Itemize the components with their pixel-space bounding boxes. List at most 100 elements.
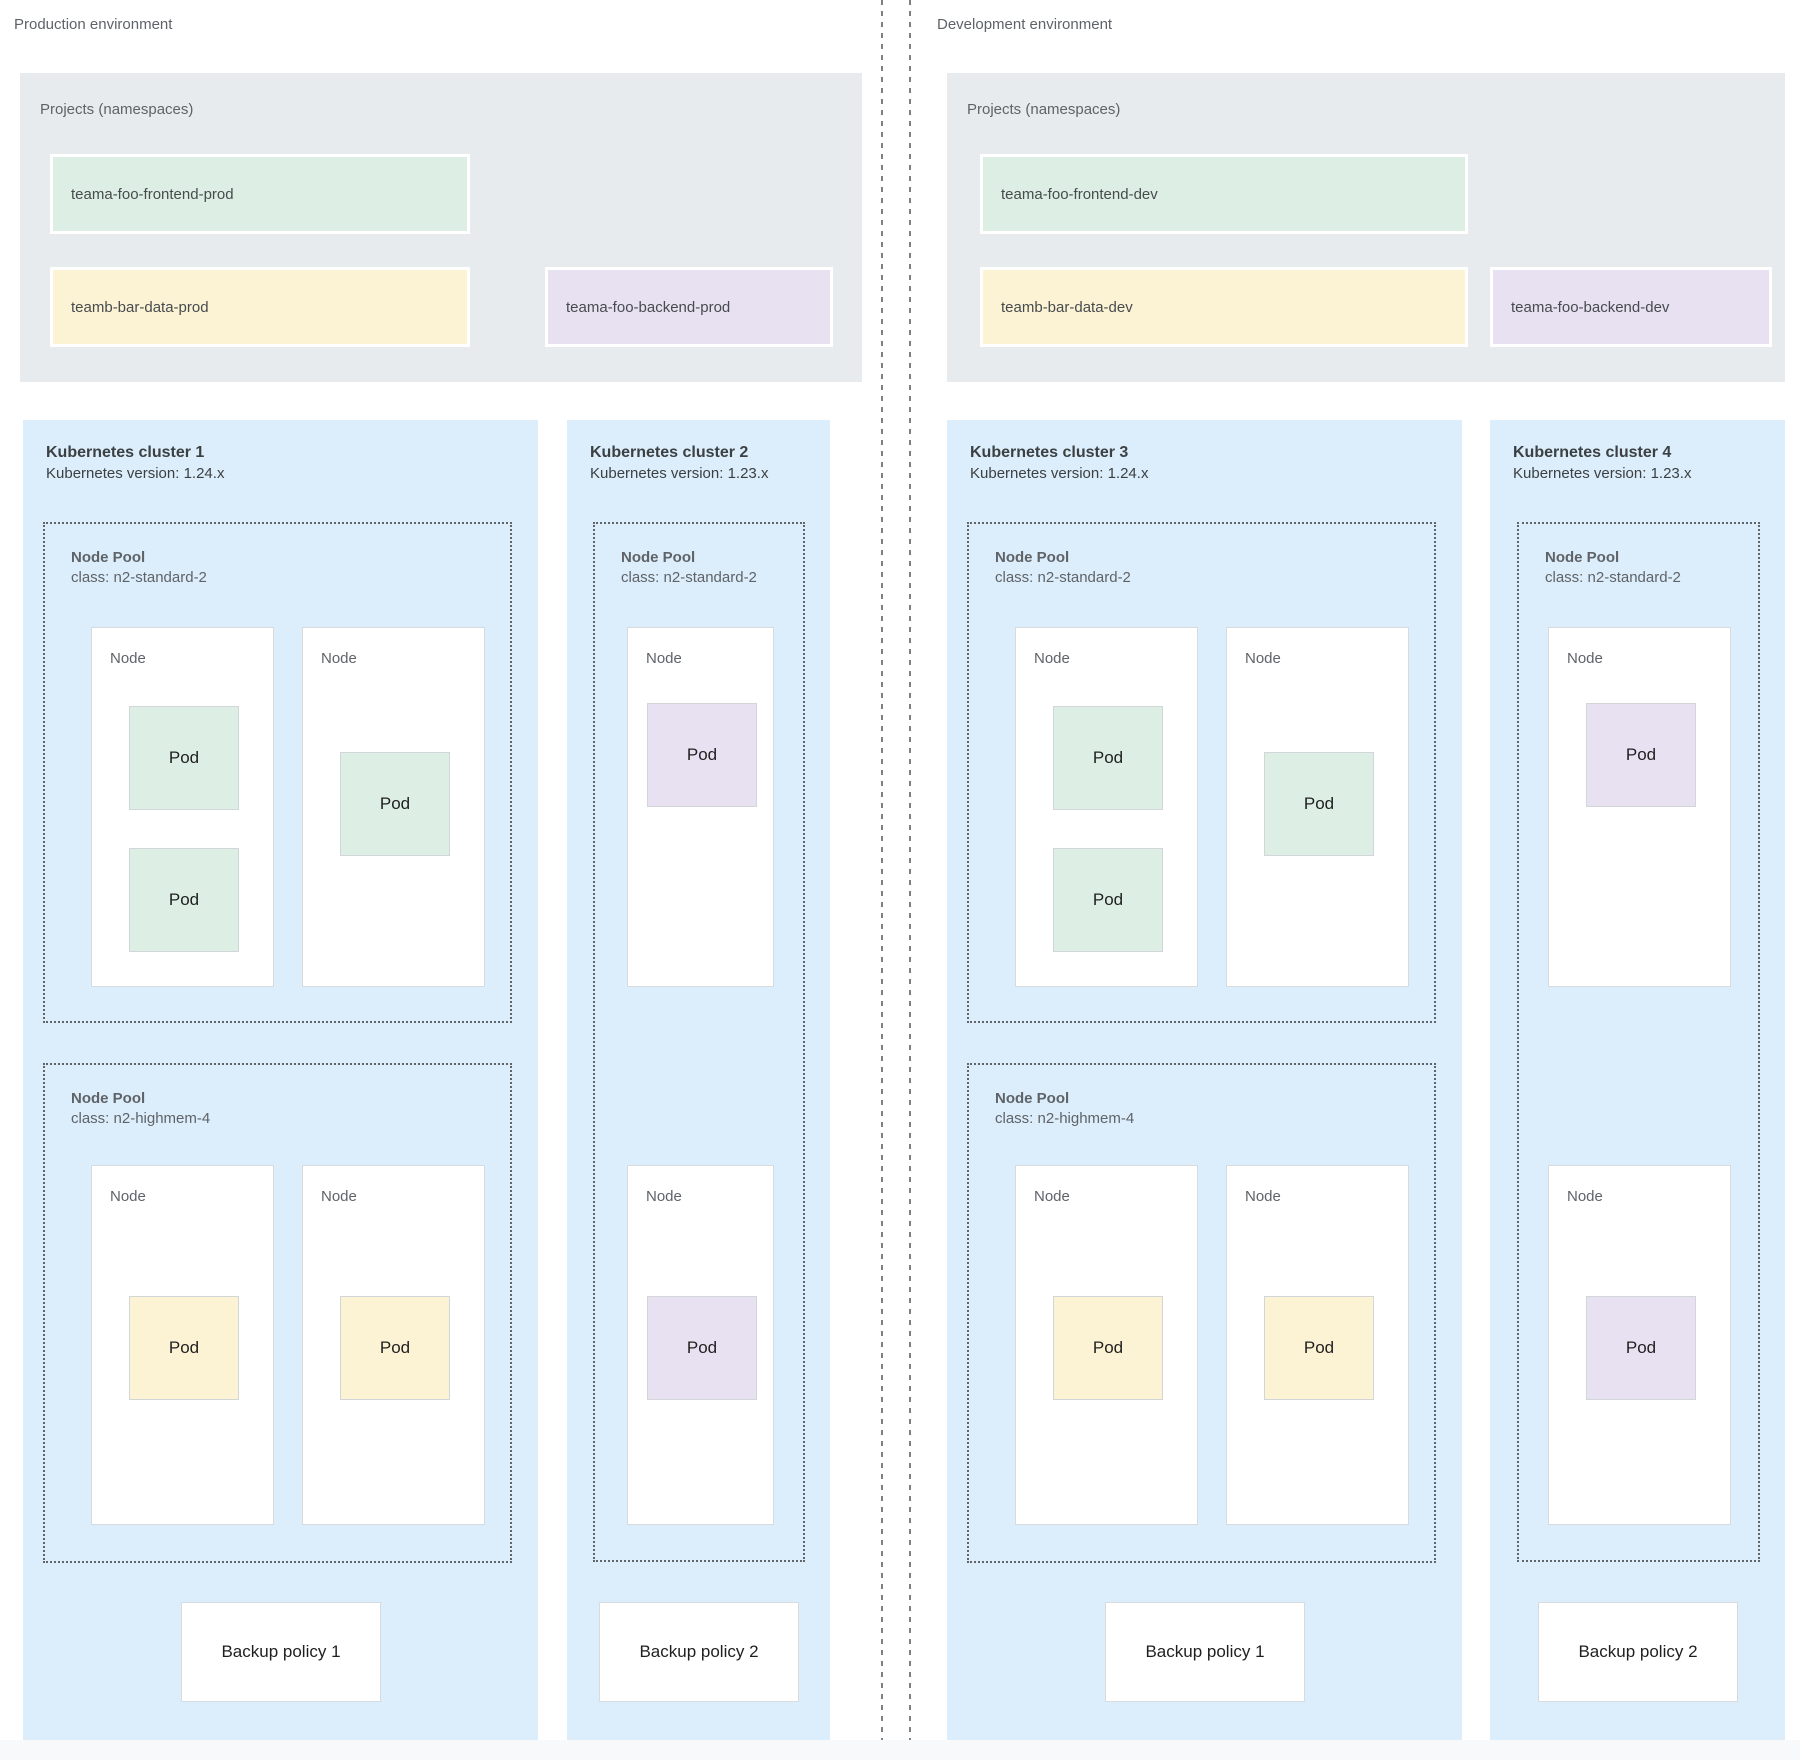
node-pool-label: Node Pool class: n2-standard-2 xyxy=(1545,548,1681,588)
project-namespace-teama-foo-backend-prod: teama-foo-backend-prod xyxy=(545,267,833,347)
projects-title: Projects (namespaces) xyxy=(40,101,194,118)
cluster-version: Kubernetes version: 1.24.x xyxy=(46,465,225,482)
pod-label: Pod xyxy=(1092,748,1124,767)
node-label: Node xyxy=(1245,650,1281,667)
cluster-version: Kubernetes version: 1.23.x xyxy=(590,465,769,482)
pod-box: Pod xyxy=(647,703,757,807)
node-box: Node Pod xyxy=(1015,1165,1198,1525)
node-box: Node Pod xyxy=(627,1165,774,1525)
node-box: Node Pod xyxy=(302,1165,485,1525)
backup-policy-box: Backup policy 2 xyxy=(1538,1602,1738,1702)
node-label: Node xyxy=(321,1188,357,1205)
node-pool-label: Node Pool class: n2-standard-2 xyxy=(71,548,207,588)
backup-policy-label: Backup policy 2 xyxy=(1578,1642,1698,1661)
backup-policy-box: Backup policy 2 xyxy=(599,1602,799,1702)
pod-label: Pod xyxy=(1625,1338,1657,1357)
backup-policy-label: Backup policy 1 xyxy=(221,1642,341,1661)
project-namespace-teama-foo-backend-dev: teama-foo-backend-dev xyxy=(1490,267,1772,347)
project-namespace-label: teama-foo-frontend-prod xyxy=(71,185,234,203)
node-box: Node Pod xyxy=(302,627,485,987)
node-pool-box: Node Pool class: n2-standard-2 Node Pod Node… xyxy=(1517,522,1760,1562)
pod-box: Pod xyxy=(1053,848,1163,952)
node-label: Node xyxy=(321,650,357,667)
pod-box: Pod xyxy=(340,1296,450,1400)
pod-box: Pod xyxy=(129,706,239,810)
pod-label: Pod xyxy=(1303,794,1335,813)
node-pool-box: Node Pool class: n2-standard-2 Node Pod Pod N… xyxy=(967,522,1436,1023)
pod-label: Pod xyxy=(379,1338,411,1357)
project-namespace-label: teama-foo-backend-dev xyxy=(1511,298,1670,316)
projects-namespaces-box: Projects (namespaces) teama-foo-frontend-… xyxy=(947,73,1785,382)
node-label: Node xyxy=(1567,650,1603,667)
project-namespace-label: teamb-bar-data-dev xyxy=(1001,298,1133,316)
node-pool-box: Node Pool class: n2-highmem-4 Node Pod Node P… xyxy=(43,1063,512,1563)
node-box: Node Pod xyxy=(91,1165,274,1525)
cluster-title: Kubernetes cluster 1 xyxy=(46,444,205,461)
pod-box: Pod xyxy=(647,1296,757,1400)
pod-label: Pod xyxy=(686,1338,718,1357)
node-pool-box: Node Pool class: n2-standard-2 Node Pod Pod N… xyxy=(43,522,512,1023)
kubernetes-cluster-box: Kubernetes cluster 3 Kubernetes version: … xyxy=(947,420,1462,1740)
pod-box: Pod xyxy=(129,848,239,952)
node-pool-class: class: n2-highmem-4 xyxy=(71,1110,211,1127)
environment-label: Production environment xyxy=(14,16,173,33)
backup-policy-box: Backup policy 1 xyxy=(181,1602,381,1702)
node-label: Node xyxy=(1567,1188,1603,1205)
environment-divider-line-1 xyxy=(881,0,883,1760)
node-label: Node xyxy=(110,650,146,667)
node-pool-box: Node Pool class: n2-standard-2 Node Pod Node… xyxy=(593,522,805,1562)
environment-divider-line-2 xyxy=(909,0,911,1760)
environment-production: Production environment Projects (namespac… xyxy=(0,0,881,1760)
node-label: Node xyxy=(1034,650,1070,667)
node-pool-class: class: n2-standard-2 xyxy=(621,569,757,586)
project-namespace-teamb-bar-data-dev: teamb-bar-data-dev xyxy=(980,267,1468,347)
project-namespace-label: teama-foo-frontend-dev xyxy=(1001,185,1158,203)
node-box: Node Pod xyxy=(627,627,774,987)
node-pool-title: Node Pool xyxy=(995,1090,1070,1107)
kubernetes-cluster-box: Kubernetes cluster 4 Kubernetes version: … xyxy=(1490,420,1785,1740)
page-bottom-strip xyxy=(0,1740,1800,1760)
node-label: Node xyxy=(110,1188,146,1205)
cluster-title: Kubernetes cluster 3 xyxy=(970,444,1129,461)
node-pool-label: Node Pool class: n2-standard-2 xyxy=(621,548,757,588)
projects-namespaces-box: Projects (namespaces) teama-foo-frontend-… xyxy=(20,73,862,382)
project-namespace-label: teama-foo-backend-prod xyxy=(566,298,731,316)
pod-box: Pod xyxy=(1586,703,1696,807)
pod-box: Pod xyxy=(1586,1296,1696,1400)
projects-title: Projects (namespaces) xyxy=(967,101,1121,118)
pod-label: Pod xyxy=(1303,1338,1335,1357)
node-pool-label: Node Pool class: n2-standard-2 xyxy=(995,548,1131,588)
node-pool-label: Node Pool class: n2-highmem-4 xyxy=(995,1089,1134,1129)
node-pool-class: class: n2-highmem-4 xyxy=(995,1110,1135,1127)
backup-policy-label: Backup policy 1 xyxy=(1145,1642,1265,1661)
cluster-version: Kubernetes version: 1.23.x xyxy=(1513,465,1692,482)
pod-label: Pod xyxy=(686,745,718,764)
pod-label: Pod xyxy=(1092,1338,1124,1357)
node-pool-label: Node Pool class: n2-highmem-4 xyxy=(71,1089,210,1129)
pod-box: Pod xyxy=(1264,752,1374,856)
node-pool-title: Node Pool xyxy=(995,549,1070,566)
node-pool-class: class: n2-standard-2 xyxy=(995,569,1131,586)
cluster-title: Kubernetes cluster 4 xyxy=(1513,444,1672,461)
node-box: Node Pod xyxy=(1548,627,1731,987)
pod-box: Pod xyxy=(129,1296,239,1400)
node-pool-class: class: n2-standard-2 xyxy=(71,569,207,586)
pod-box: Pod xyxy=(340,752,450,856)
pod-label: Pod xyxy=(1625,745,1657,764)
node-label: Node xyxy=(646,650,682,667)
node-box: Node Pod xyxy=(1548,1165,1731,1525)
node-pool-class: class: n2-standard-2 xyxy=(1545,569,1681,586)
project-namespace-teamb-bar-data-prod: teamb-bar-data-prod xyxy=(50,267,470,347)
node-pool-title: Node Pool xyxy=(1545,549,1620,566)
node-label: Node xyxy=(646,1188,682,1205)
environment-development: Development environment Projects (namespa… xyxy=(919,0,1800,1760)
pod-box: Pod xyxy=(1053,1296,1163,1400)
node-box: Node Pod Pod xyxy=(91,627,274,987)
environment-label: Development environment xyxy=(937,16,1113,33)
pod-label: Pod xyxy=(379,794,411,813)
pod-box: Pod xyxy=(1264,1296,1374,1400)
project-namespace-teama-foo-frontend-prod: teama-foo-frontend-prod xyxy=(50,154,470,234)
project-namespace-teama-foo-frontend-dev: teama-foo-frontend-dev xyxy=(980,154,1468,234)
pod-label: Pod xyxy=(168,890,200,909)
node-pool-title: Node Pool xyxy=(71,549,146,566)
